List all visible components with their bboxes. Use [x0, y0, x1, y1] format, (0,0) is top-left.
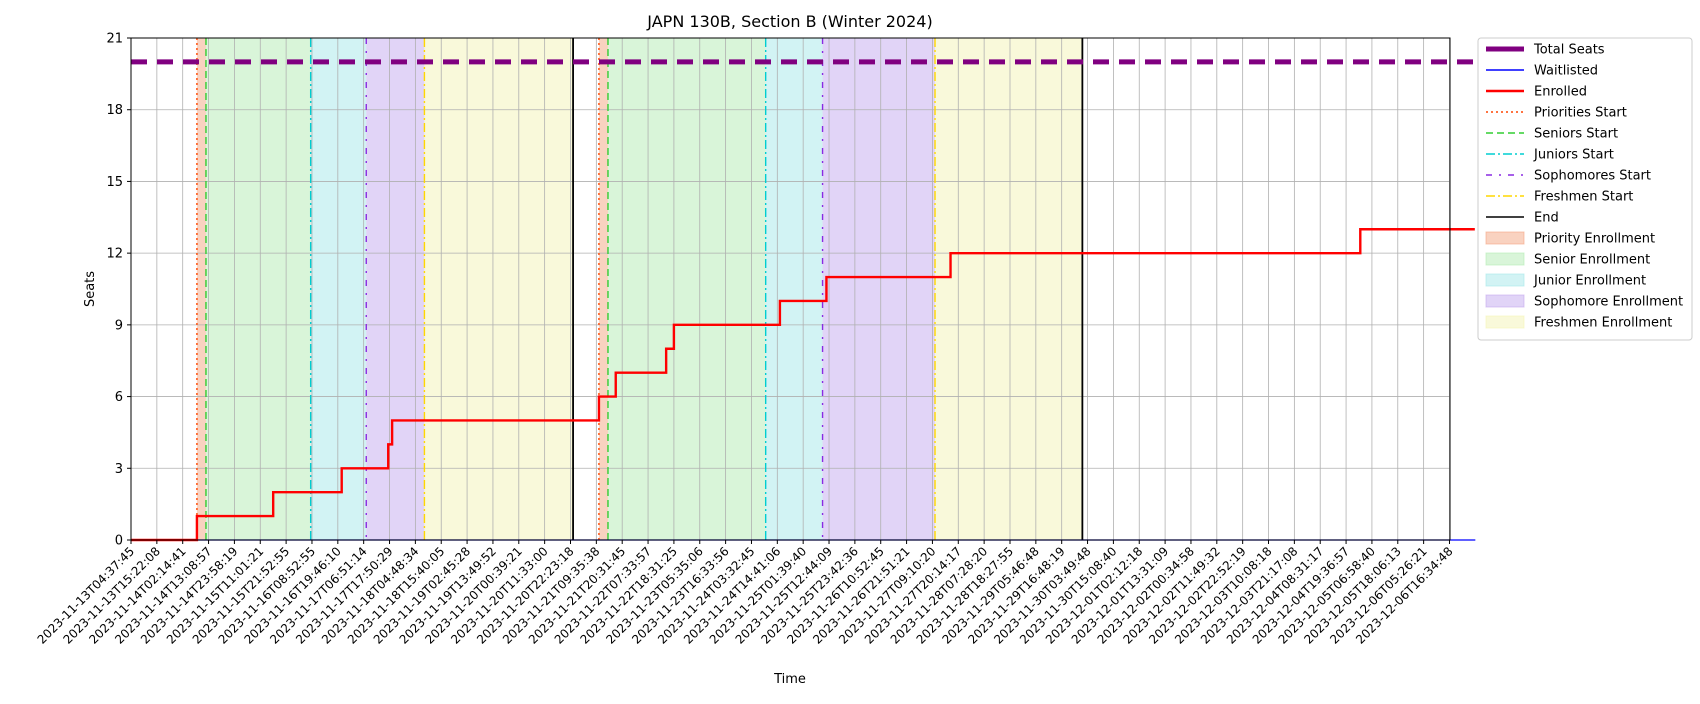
grid-lines	[130, 37, 1450, 541]
legend-swatch	[1485, 252, 1525, 266]
y-tick-label: 18	[106, 103, 123, 118]
legend-label: Seniors Start	[1534, 127, 1618, 142]
y-tick-label: 3	[115, 462, 123, 477]
region-priority-enrollment	[598, 38, 608, 540]
region-freshmen-enrollment	[424, 38, 574, 540]
region-senior-enrollment	[205, 38, 311, 540]
legend-label: Freshmen Enrollment	[1534, 316, 1672, 331]
region-senior-enrollment	[607, 38, 766, 540]
region-sophomore-enrollment	[822, 38, 936, 540]
legend-swatch	[1485, 294, 1525, 308]
x-axis-label: Time	[773, 672, 806, 687]
y-tick-label: 12	[106, 247, 123, 262]
enrollment-regions	[196, 38, 1083, 540]
region-priority-enrollment	[196, 38, 206, 540]
legend-box	[1477, 37, 1693, 341]
y-axis: 0 3 6 9 12 15 18 21	[106, 32, 131, 549]
legend-label: Sophomore Enrollment	[1534, 295, 1683, 310]
chart-title: JAPN 130B, Section B (Winter 2024)	[646, 12, 932, 31]
legend-label: Sophomores Start	[1534, 169, 1651, 184]
y-tick-label: 0	[115, 534, 123, 549]
y-tick-label: 21	[106, 32, 123, 47]
legend-label: Priority Enrollment	[1534, 232, 1655, 247]
region-sophomore-enrollment	[366, 38, 425, 540]
legend-label: Priorities Start	[1534, 106, 1627, 121]
region-junior-enrollment	[765, 38, 823, 540]
legend: Total Seats Waitlisted Enrolled Priorities …	[1477, 37, 1693, 341]
legend-label: Juniors Start	[1533, 148, 1614, 163]
series-enrolled	[131, 228, 1475, 542]
legend-label: Senior Enrollment	[1534, 253, 1650, 268]
region-freshmen-enrollment	[935, 38, 1083, 540]
region-junior-enrollment	[310, 38, 367, 540]
legend-label: Junior Enrollment	[1533, 274, 1646, 289]
y-axis-label: Seats	[83, 271, 98, 307]
legend-label: Enrolled	[1534, 85, 1587, 100]
legend-swatch	[1485, 273, 1525, 287]
legend-swatch	[1485, 315, 1525, 329]
plot-frame	[130, 37, 1451, 541]
legend-label: Freshmen Start	[1534, 190, 1633, 205]
phase-marker-lines	[196, 38, 1084, 540]
y-tick-label: 15	[106, 175, 123, 190]
y-tick-label: 9	[115, 318, 123, 333]
x-axis: 2023-11-13T04:37:452023-11-13T15:22:0820…	[35, 540, 1456, 647]
y-tick-label: 6	[115, 390, 123, 405]
legend-swatch	[1485, 231, 1525, 245]
legend-label: Waitlisted	[1534, 64, 1598, 79]
legend-label: Total Seats	[1533, 43, 1605, 58]
legend-label: End	[1534, 211, 1559, 226]
